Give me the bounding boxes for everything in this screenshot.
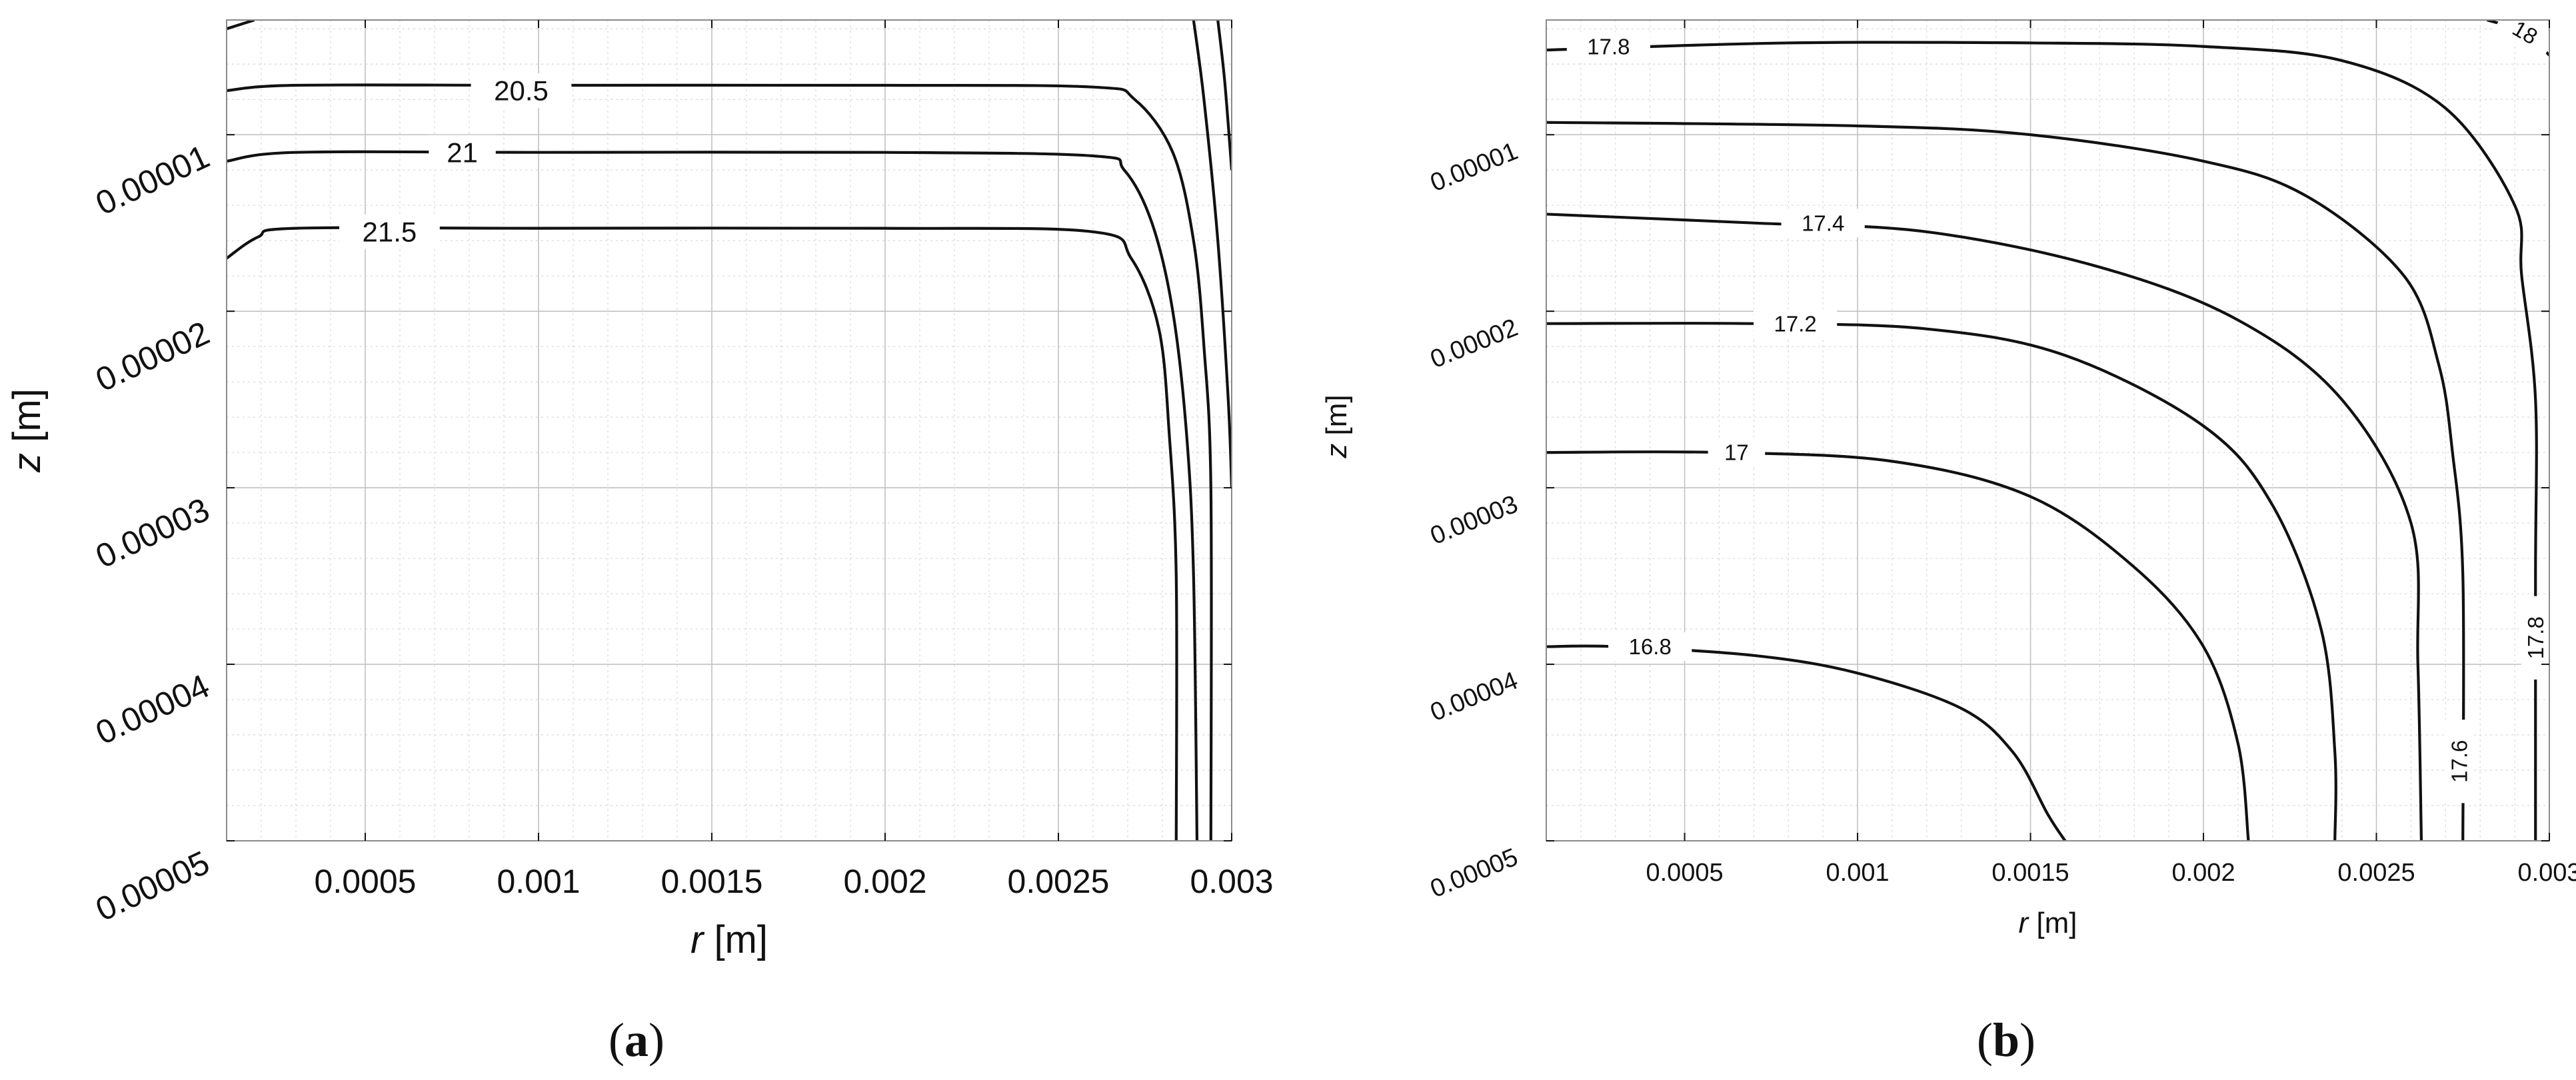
contour-label-text: 16.8 [1629, 634, 1672, 659]
contour-label-text: 17.8 [1587, 34, 1630, 59]
x-tick-label: 0.001 [497, 863, 580, 900]
x-tick-label: 0.0015 [661, 863, 763, 900]
contour-label-mask [2493, 5, 2557, 59]
plot-area [1546, 20, 2549, 841]
y-axis-label: z [m] [5, 388, 49, 473]
contour-label-text: 21 [447, 137, 478, 168]
x-tick-label: 0.003 [2517, 859, 2576, 887]
y-tick-label: 0.00003 [1426, 490, 1522, 550]
contour-label-21: 21 [429, 135, 496, 170]
x-axis-label: r [m] [690, 918, 768, 961]
x-tick-label: 0.0005 [315, 863, 417, 900]
contour-label-21.5: 21.5 [339, 214, 440, 249]
y-tick-label: 0.00002 [90, 314, 215, 398]
y-tick-label: 0.00001 [1426, 137, 1522, 197]
contour-label-20.5: 20.5 [471, 73, 572, 108]
contour-label-mask [429, 135, 496, 170]
plot-frame [226, 19, 1232, 841]
contour-label-17.6: 17.6 [2445, 720, 2474, 804]
contour-line-17.6 [1546, 121, 2465, 841]
contour-label-17.8: 17.8 [2521, 596, 2550, 680]
contour-line-21.5 [227, 226, 1178, 841]
y-tick-label: 0.00004 [1426, 667, 1522, 727]
contour-label-text: 17.8 [2523, 616, 2548, 659]
x-tick-label: 0.0015 [1991, 859, 2069, 887]
contour-line-17.8 [1546, 41, 2538, 841]
contour-line-20 [1216, 20, 1232, 171]
contour-labels: 20.5 21 21.5 [339, 73, 572, 249]
contour-label-mask [1754, 309, 1838, 338]
y-tick-label: 0.00004 [90, 667, 215, 752]
contour-label-16.8: 16.8 [1608, 632, 1692, 662]
y-tick-label: 0.00002 [1426, 314, 1522, 374]
panel-label: (b) [1977, 1013, 2035, 1067]
contour-label-mask [1708, 438, 1766, 467]
contour-label-text: 21.5 [363, 217, 417, 248]
contour-label-mask [339, 214, 440, 249]
contour-label-mask [1608, 632, 1692, 662]
x-tick-label: 0.003 [1190, 863, 1273, 900]
x-axis-label: r [m] [2019, 907, 2077, 939]
contour-label-17.2: 17.2 [1754, 309, 1838, 338]
contour-line-19.5 [1192, 20, 1232, 488]
contour-label-text: 17.4 [1802, 211, 1844, 235]
plot-frame [1546, 19, 2550, 841]
contour-label-mask [2521, 596, 2550, 680]
panel-label: (a) [609, 1013, 664, 1067]
y-axis-label: z [m] [1320, 394, 1353, 458]
contour-label-17.8: 17.8 [1566, 32, 1651, 61]
x-tick-label: 0.0005 [1646, 859, 1723, 887]
contour-label-mask [1781, 209, 1865, 238]
contour-chart-a: 20.5 21 21.5 0.0005 0.001 0.0015 0.002 0.0025 0.… [5, 19, 1274, 961]
plot-area [227, 20, 1232, 841]
contour-label-text: 17 [1724, 440, 1749, 465]
contour-label-text: 20.5 [494, 75, 549, 107]
contour-label-mask [1566, 32, 1651, 61]
contour-label-text: 17.6 [2447, 740, 2472, 783]
contour-label-17.4: 17.4 [1781, 209, 1865, 238]
x-tick-label: 0.001 [1826, 859, 1890, 887]
contour-label-17: 17 [1708, 438, 1766, 467]
x-tick-label: 0.0025 [1008, 863, 1110, 900]
x-tick-label: 0.002 [843, 863, 926, 900]
contour-label-text: 17.2 [1774, 311, 1817, 336]
x-tick-label: 0.002 [2171, 859, 2235, 887]
contour-label-mask [2445, 720, 2474, 804]
y-tick-label: 0.00001 [90, 137, 215, 222]
x-tick-label: 0.0025 [2337, 859, 2415, 887]
contour-label-mask [471, 73, 572, 108]
y-tick-label: 0.00005 [1426, 843, 1522, 903]
y-tick-label: 0.00005 [90, 843, 215, 928]
y-tick-label: 0.00003 [90, 490, 215, 575]
